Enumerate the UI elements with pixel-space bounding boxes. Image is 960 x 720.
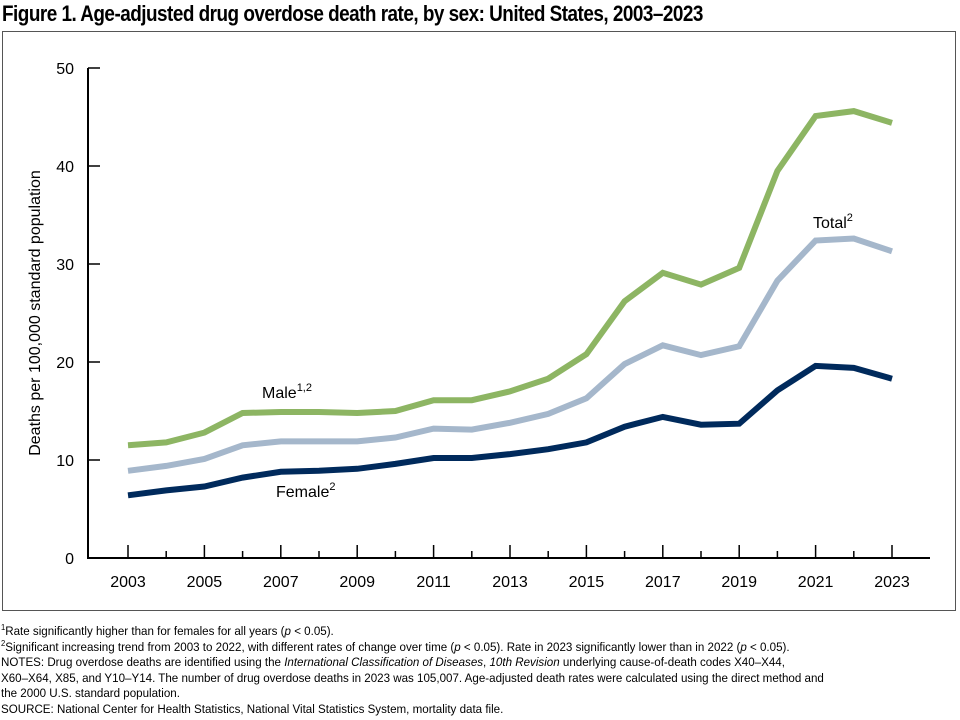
footnote-2-mark: 2 xyxy=(1,638,6,648)
y-tick-label: 40 xyxy=(56,159,74,176)
male-label: Male xyxy=(262,385,297,402)
x-tick-label: 2015 xyxy=(569,574,605,591)
axes xyxy=(87,68,930,559)
chart-frame xyxy=(2,31,956,611)
footnote-1-end: < 0.05). xyxy=(290,624,334,638)
female-annotation: Female2 xyxy=(276,481,335,501)
notes-text-b: underlying cause-of-death codes X40–X44, xyxy=(559,655,785,670)
x-tick-label: 2023 xyxy=(874,574,910,591)
x-tick-label: 2005 xyxy=(187,574,223,591)
p-symbol: p xyxy=(284,624,291,638)
series-lines xyxy=(127,108,893,499)
x-tick-label: 2007 xyxy=(263,574,299,591)
series-female xyxy=(127,362,893,499)
series-male xyxy=(127,108,893,449)
footnote-2-text-c: < 0.05). xyxy=(746,639,790,654)
figure-title: Figure 1. Age-adjusted drug overdose dea… xyxy=(2,1,703,26)
footnote-1: 1Rate significantly higher than for fema… xyxy=(1,622,911,640)
p-symbol: p xyxy=(454,639,461,654)
x-tick-label: 2021 xyxy=(798,574,834,591)
p-symbol: p xyxy=(740,639,747,654)
male-annotation: Male1,2 xyxy=(262,382,312,402)
y-tick-label: 50 xyxy=(56,61,74,78)
footnote-1-mark: 1 xyxy=(1,622,6,632)
line-chart: 0 10 20 30 40 50 2003 2005 2007 2009 2011 2013 2015… xyxy=(27,61,930,591)
y-tick-label: 10 xyxy=(56,453,74,470)
y-tick-label: 20 xyxy=(56,355,74,372)
icd-revision: 10th Revision xyxy=(489,655,560,670)
y-tick-label: 0 xyxy=(65,551,74,568)
y-tick-label: 30 xyxy=(56,257,74,274)
female-line xyxy=(127,362,893,499)
total-annotation: Total2 xyxy=(813,212,853,232)
y-axis-label: Deaths per 100,000 standard population xyxy=(27,170,44,456)
notes-line-2: X60–X64, X85, and Y10–Y14. The number of… xyxy=(1,670,824,685)
x-tick-label: 2009 xyxy=(339,574,375,591)
x-tick-label: 2019 xyxy=(721,574,757,591)
footnote-1-text: Rate significantly higher than for femal… xyxy=(5,624,285,638)
total-sup: 2 xyxy=(847,212,853,224)
x-tick-label: 2003 xyxy=(110,574,146,591)
footnote-2-text-b: < 0.05). Rate in 2023 significantly lowe… xyxy=(460,639,741,654)
source-line: SOURCE: National Center for Health Stati… xyxy=(1,701,504,716)
footnote-2: 2Significant increasing trend from 2003 … xyxy=(1,638,911,656)
x-tick-label: 2013 xyxy=(492,574,528,591)
footnote-2-text-a: Significant increasing trend from 2003 t… xyxy=(5,639,455,654)
total-label: Total xyxy=(813,215,847,232)
male-sup: 1,2 xyxy=(297,382,312,394)
icd-title: International Classification of Diseases xyxy=(284,655,484,670)
y-axis-ticks: 0 10 20 30 40 50 xyxy=(56,61,100,568)
female-label: Female xyxy=(276,484,329,501)
total-line xyxy=(127,235,893,474)
x-tick-label: 2017 xyxy=(645,574,681,591)
footnotes: 1Rate significantly higher than for fema… xyxy=(1,622,911,718)
notes-comma: , xyxy=(483,655,490,670)
x-axis-ticks: 2003 2005 2007 2009 2011 2013 2015 2017 2019 2021… xyxy=(110,545,910,591)
female-sup: 2 xyxy=(329,481,335,493)
notes-line-3: the 2000 U.S. standard population. xyxy=(1,686,180,701)
notes-line-1: NOTES: Drug overdose deaths are identifi… xyxy=(1,655,911,671)
series-total xyxy=(127,235,893,474)
x-tick-label: 2011 xyxy=(416,574,451,591)
notes-text: NOTES: Drug overdose deaths are identifi… xyxy=(1,655,285,670)
